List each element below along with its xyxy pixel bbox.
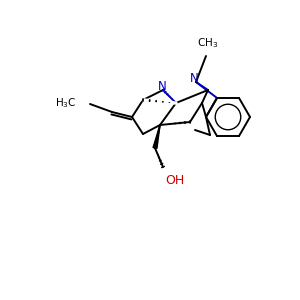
Text: H$_3$C: H$_3$C — [56, 96, 77, 110]
Text: N: N — [190, 71, 198, 85]
Text: N: N — [158, 80, 166, 92]
Text: OH: OH — [165, 174, 184, 187]
Polygon shape — [153, 125, 160, 148]
Text: CH$_3$: CH$_3$ — [197, 36, 219, 50]
